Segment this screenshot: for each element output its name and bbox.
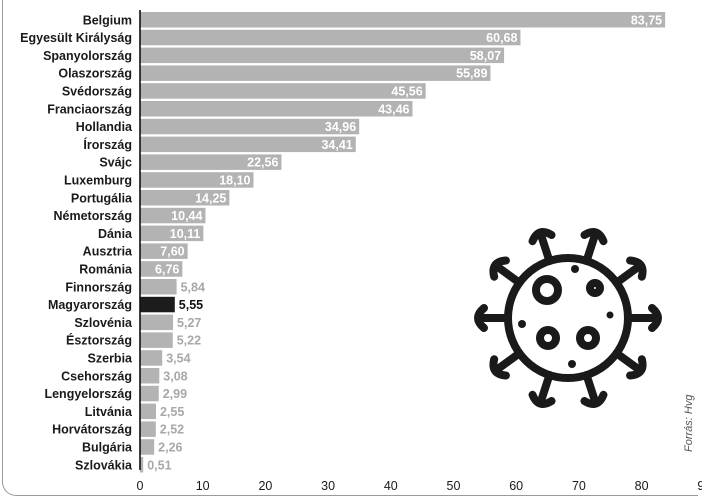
value-label: 14,25: [195, 191, 226, 205]
value-label: 0,51: [147, 458, 171, 472]
bar: [140, 83, 426, 99]
category-label: Litvánia: [85, 405, 133, 419]
bar: [140, 368, 160, 384]
category-label: Lengyelország: [44, 387, 132, 401]
bar: [140, 457, 144, 473]
category-label: Bulgária: [82, 440, 133, 454]
value-label: 6,76: [155, 262, 179, 276]
category-label: Magyarország: [48, 298, 132, 312]
category-label: Németország: [54, 209, 133, 223]
value-label: 10,44: [171, 209, 202, 223]
bar: [140, 136, 356, 153]
category-label: Luxemburg: [64, 173, 132, 187]
category-label: Szlovénia: [74, 316, 133, 330]
category-label: Észtország: [66, 333, 132, 348]
value-label: 2,55: [160, 405, 184, 419]
x-tick-label: 0: [137, 479, 144, 493]
value-label: 7,60: [160, 245, 184, 259]
bar: [140, 118, 360, 135]
x-tick-label: 40: [384, 479, 398, 493]
value-label: 55,89: [456, 67, 487, 81]
bar: [140, 385, 159, 402]
x-tick-label: 70: [572, 479, 586, 493]
category-label: Szerbia: [88, 351, 134, 365]
value-label: 5,84: [181, 280, 205, 294]
bar: [140, 65, 491, 81]
category-label: Románia: [79, 262, 133, 276]
virus-icon: [474, 228, 662, 408]
x-tick-label: 60: [509, 479, 523, 493]
x-tick-label: 20: [258, 479, 272, 493]
x-tick-label: 50: [447, 479, 461, 493]
value-label: 3,54: [166, 351, 190, 365]
value-label: 2,26: [158, 440, 182, 454]
bar-highlight: [140, 296, 175, 313]
category-label: Írország: [83, 137, 132, 152]
value-label: 2,52: [160, 423, 184, 437]
bar: [140, 421, 156, 437]
category-label: Belgium: [83, 13, 132, 27]
bar: [140, 225, 204, 242]
value-label: 22,56: [247, 156, 278, 170]
category-label: Franciaország: [47, 102, 132, 116]
category-label: Svédország: [62, 84, 132, 98]
bar: [140, 243, 188, 259]
category-label: Hollandia: [76, 120, 133, 134]
category-label: Dánia: [98, 227, 133, 241]
value-label: 10,11: [170, 227, 201, 241]
bar: [140, 314, 174, 331]
category-label: Finnország: [65, 280, 132, 294]
bar: [140, 350, 163, 366]
x-tick-label: 90: [697, 479, 702, 493]
value-label: 18,10: [219, 173, 250, 187]
value-label: 60,68: [486, 31, 517, 45]
category-label: Spanyolország: [43, 49, 132, 63]
value-label: 5,55: [179, 298, 203, 312]
category-label: Horvátország: [52, 423, 132, 437]
category-label: Csehország: [61, 369, 132, 383]
bar: [140, 279, 177, 295]
category-label: Svájc: [99, 156, 132, 170]
bar: [140, 403, 156, 420]
category-label: Portugália: [71, 191, 133, 205]
bar: [140, 154, 282, 170]
x-tick-label: 10: [196, 479, 210, 493]
bar: [140, 332, 173, 348]
value-label: 45,56: [391, 84, 422, 98]
bar: [140, 439, 155, 455]
x-tick-label: 30: [321, 479, 335, 493]
category-label: Egyesült Királyság: [20, 31, 132, 45]
category-label: Olaszország: [58, 67, 132, 81]
bar: [140, 261, 183, 277]
value-label: 58,07: [470, 49, 501, 63]
value-label: 5,27: [177, 316, 201, 330]
category-label: Ausztria: [83, 245, 133, 259]
value-label: 43,46: [378, 102, 409, 116]
value-label: 5,22: [177, 334, 201, 348]
x-tick-label: 80: [635, 479, 649, 493]
value-label: 34,96: [325, 120, 356, 134]
source-note: Forrás: Hvg: [683, 394, 695, 452]
bar: [140, 12, 666, 28]
value-label: 34,41: [321, 138, 352, 152]
category-label: Szlovákia: [75, 458, 133, 472]
bar: [140, 207, 206, 224]
bar: [140, 172, 254, 188]
bar: [140, 29, 521, 46]
value-label: 2,99: [163, 387, 187, 401]
value-label: 3,08: [163, 369, 187, 383]
bar: [140, 101, 413, 117]
value-label: 83,75: [631, 13, 662, 27]
bar: [140, 47, 505, 64]
bar: [140, 190, 230, 206]
